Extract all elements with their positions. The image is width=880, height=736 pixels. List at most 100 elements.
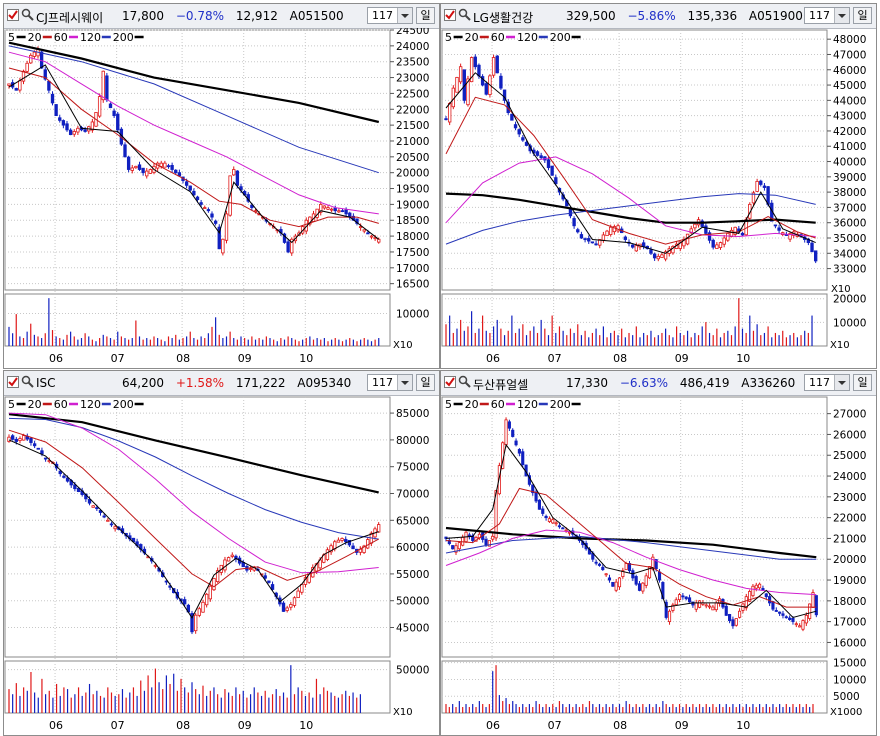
candle-body: [25, 62, 29, 72]
period-select[interactable]: 117: [804, 374, 850, 391]
candle-body: [513, 124, 518, 129]
select-checkbox[interactable]: [7, 376, 19, 388]
price-area: [4, 29, 391, 291]
period-unit-button[interactable]: 일: [853, 374, 872, 391]
candle-body: [788, 617, 792, 620]
candle-body: [377, 238, 381, 243]
candle-body: [190, 613, 194, 633]
candle-body: [285, 607, 289, 611]
stock-name[interactable]: CJ프레시웨이: [36, 11, 104, 25]
chart-panel-4: 두산퓨얼셀 17,330 −6.63% 486,419 A336260 117 …: [440, 370, 877, 736]
chevron-down-icon[interactable]: [834, 8, 849, 23]
check-icon: [445, 10, 455, 20]
stock-name[interactable]: ISC: [36, 376, 56, 390]
candle-body: [494, 490, 498, 539]
candle-body: [47, 80, 51, 91]
volume-tick-label: 10000: [833, 317, 866, 329]
price-tick-label: 24500: [396, 28, 429, 37]
stock-code: A051900: [748, 9, 803, 23]
period-unit-button[interactable]: 일: [853, 7, 872, 24]
candle-body: [697, 600, 702, 608]
search-icon[interactable]: [21, 8, 34, 22]
ma-legend-label: 60: [54, 398, 68, 411]
period-select[interactable]: 117: [367, 374, 413, 391]
candle-body: [72, 131, 76, 135]
stock-name[interactable]: 두산퓨얼셀: [473, 378, 529, 392]
price-tick-label: 19500: [396, 184, 429, 196]
candle-body: [340, 210, 345, 213]
candle-body: [210, 213, 214, 218]
chevron-down-icon[interactable]: [834, 375, 849, 390]
period-unit-button[interactable]: 일: [416, 374, 435, 391]
select-checkbox[interactable]: [444, 376, 456, 388]
stock-chart[interactable]: 45000 50000 55000 60000 65000 70000 75000 80000…: [4, 395, 439, 735]
candle-body: [557, 525, 562, 528]
select-checkbox[interactable]: [7, 9, 19, 21]
candle-body: [469, 57, 474, 83]
month-tick-label: 08: [176, 719, 190, 732]
search-icon[interactable]: [21, 375, 34, 389]
price-area: [441, 396, 828, 658]
candle-body: [754, 584, 758, 589]
candle-body: [778, 611, 782, 614]
candle-body: [718, 242, 723, 248]
candle-body: [40, 450, 44, 455]
candle-body: [605, 230, 609, 237]
volume-tick-label: 10000: [396, 309, 429, 321]
stock-chart[interactable]: 16000 17000 18000 19000 20000 21000 22000 23000…: [441, 395, 876, 735]
candle-body: [289, 604, 293, 608]
candle-body: [813, 250, 818, 262]
ma-legend-label: 20: [28, 31, 42, 44]
candle-body: [91, 505, 95, 508]
candle-body: [604, 573, 608, 576]
stock-name[interactable]: LG생활건강: [473, 11, 534, 25]
search-icon[interactable]: [458, 8, 471, 22]
chart-panel-3: ISC 64,200 +1.58% 171,222 A095340 117 일 4…: [3, 370, 440, 736]
candle-body: [657, 571, 662, 581]
candle-body: [714, 602, 718, 611]
candle-body: [281, 602, 286, 612]
candle-body: [667, 610, 672, 623]
candle-body: [204, 593, 209, 606]
candle-body: [29, 437, 33, 443]
month-tick-label: 07: [548, 719, 562, 732]
period-select[interactable]: 117: [367, 7, 413, 24]
stock-price: 329,500: [566, 9, 616, 23]
candle-body: [250, 204, 254, 208]
candle-body: [711, 606, 715, 611]
candle-body: [497, 465, 501, 495]
stock-chart[interactable]: 33000 34000 35000 36000 37000 38000 39000 40000…: [441, 28, 876, 368]
stock-change: +1.58%: [175, 376, 225, 390]
candle-body: [804, 614, 808, 624]
month-tick-label: 10: [736, 352, 750, 365]
candle-body: [153, 564, 158, 567]
candle-body: [58, 470, 62, 475]
quote-values: 64,200 +1.58% 171,222 A095340: [122, 376, 359, 390]
period-unit-button[interactable]: 일: [416, 7, 435, 24]
price-tick-label: 36000: [833, 218, 866, 230]
stock-chart[interactable]: 16500 17000 17500 18000 18500 19000 19500 20000…: [4, 28, 439, 368]
candle-body: [641, 582, 645, 592]
chevron-down-icon[interactable]: [397, 375, 412, 390]
chevron-down-icon[interactable]: [397, 8, 412, 23]
ma-line-ma60: [8, 51, 379, 215]
price-tick-label: 35000: [833, 233, 866, 245]
candle-body: [340, 538, 344, 541]
candle-body: [36, 447, 40, 450]
candle-body: [65, 123, 69, 131]
stock-change: −5.86%: [627, 9, 676, 23]
ma-line-ma5: [445, 72, 816, 254]
candle-body: [336, 539, 341, 543]
ma-line-ma60: [445, 156, 816, 238]
price-tick-label: 18500: [396, 215, 429, 227]
search-icon[interactable]: [458, 375, 471, 389]
candle-body: [300, 583, 304, 593]
volume-unit-label: X10: [393, 340, 413, 351]
candle-body: [654, 559, 658, 570]
price-tick-label: 34000: [833, 248, 866, 260]
candle-body: [206, 209, 211, 212]
select-checkbox[interactable]: [444, 9, 456, 21]
price-tick-label: 21500: [396, 120, 429, 132]
period-select[interactable]: 117: [804, 7, 850, 24]
candle-body: [502, 89, 507, 101]
